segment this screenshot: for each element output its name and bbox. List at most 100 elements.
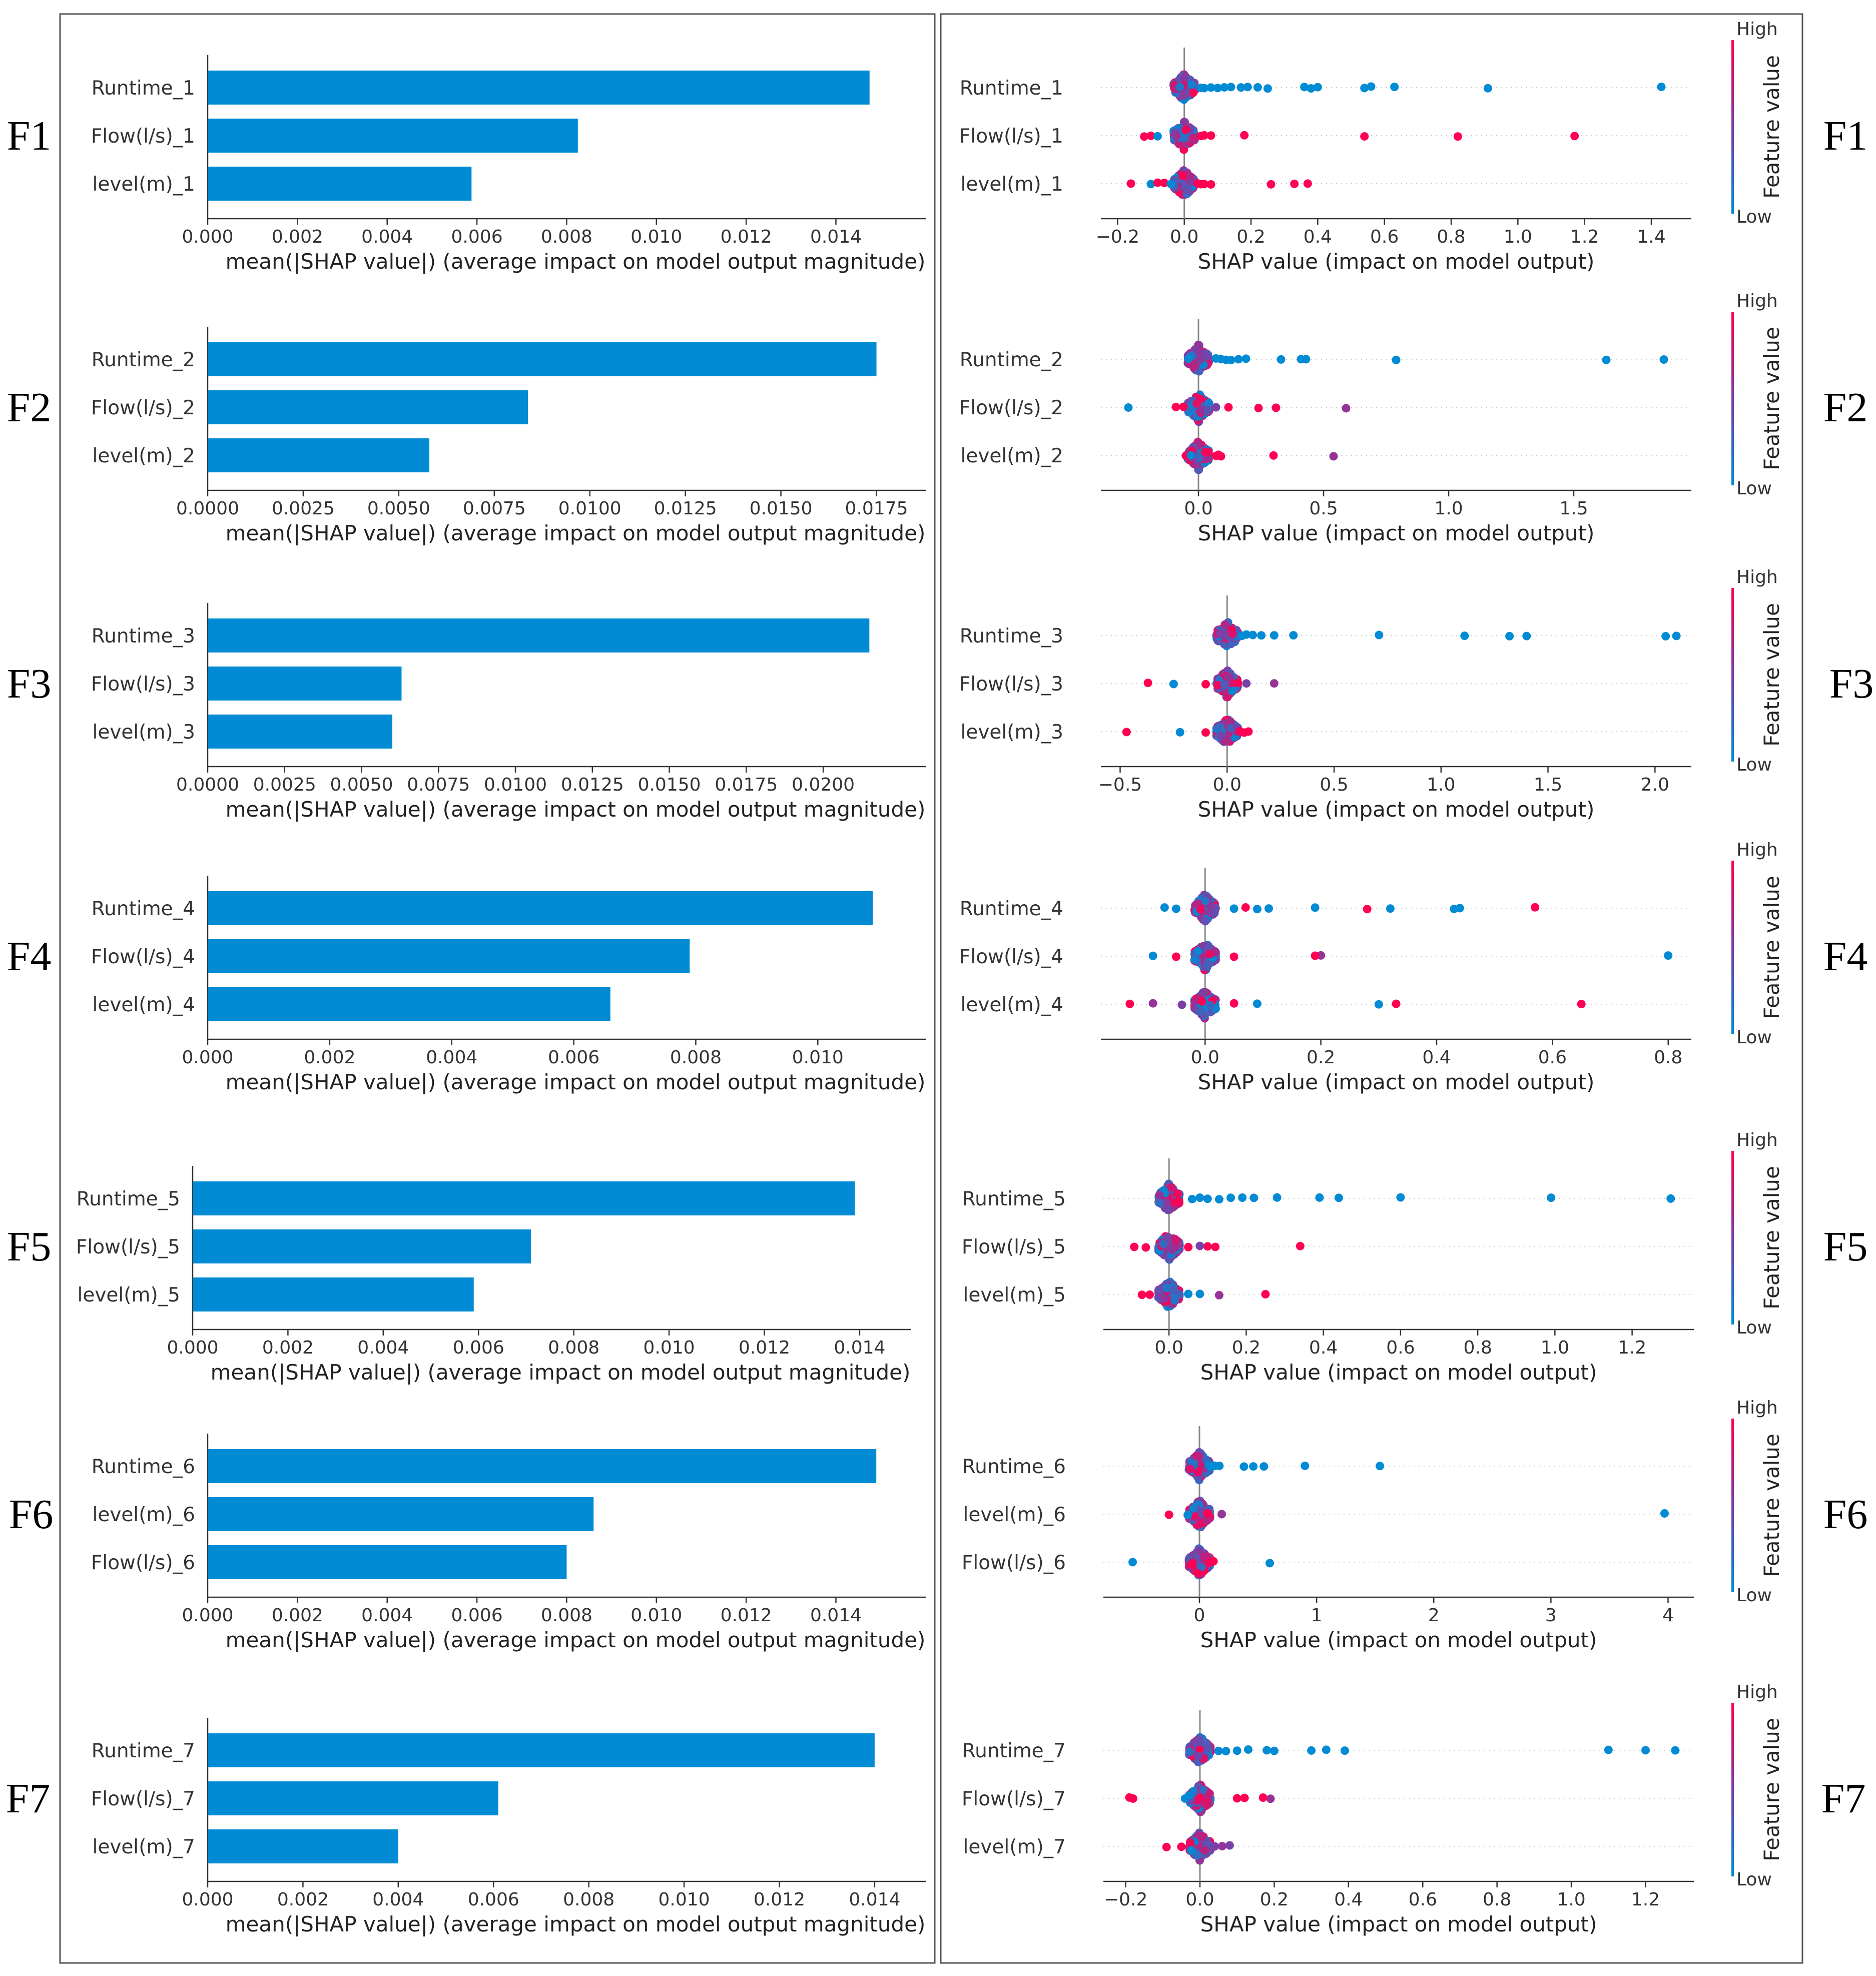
shap-cluster-dot bbox=[1223, 673, 1232, 682]
shap-point bbox=[1363, 905, 1372, 914]
panel-tag-right-F6: F6 bbox=[1823, 1491, 1868, 1538]
shap-cluster-dot bbox=[1193, 947, 1202, 956]
shap-point bbox=[1204, 1461, 1213, 1470]
shap-label-Runtime_6: Runtime_6 bbox=[962, 1456, 1066, 1478]
shap-point bbox=[1240, 1793, 1249, 1802]
shap-point bbox=[1249, 1462, 1258, 1471]
bar-x-tick-label: 0.006 bbox=[453, 1338, 504, 1358]
bar-x-tick-label: 0.014 bbox=[834, 1338, 885, 1358]
shap-cluster-dot bbox=[1204, 959, 1213, 968]
shap-x-axis-title: SHAP value (impact on model output) bbox=[1198, 1070, 1595, 1094]
shap-point bbox=[1140, 132, 1149, 141]
shap-cluster-dot bbox=[1192, 399, 1201, 408]
shap-point bbox=[1315, 1193, 1324, 1202]
shap-point bbox=[1177, 1842, 1186, 1851]
shap-point bbox=[1334, 1193, 1343, 1202]
bar-Flow(l/s)_5 bbox=[193, 1229, 531, 1263]
shap-cluster-dot bbox=[1193, 1468, 1202, 1477]
shap-point bbox=[1460, 631, 1469, 640]
shap-point bbox=[1229, 904, 1238, 913]
shap-point bbox=[1232, 1794, 1241, 1803]
shap-point bbox=[1272, 403, 1281, 412]
bar-level(m)_2 bbox=[208, 438, 429, 472]
bar-level(m)_4 bbox=[208, 987, 610, 1021]
bar-x-axis-title: mean(|SHAP value|) (average impact on mo… bbox=[226, 1912, 926, 1936]
bar-x-tick-label: 0.0025 bbox=[253, 775, 316, 795]
shap-cluster-dot bbox=[1189, 1504, 1198, 1513]
bar-x-tick-label: 0.0000 bbox=[176, 498, 239, 519]
bar-x-tick-label: 0.004 bbox=[361, 1605, 413, 1626]
shap-label-Flow(l/s)_3: Flow(l/s)_3 bbox=[959, 673, 1063, 696]
bar-x-tick-label: 0.010 bbox=[644, 1338, 695, 1358]
bar-x-tick-label: 0.0000 bbox=[176, 775, 239, 795]
shap-x-tick-label: 0.2 bbox=[1236, 227, 1265, 247]
shap-point bbox=[1164, 1510, 1173, 1519]
bar-x-tick-label: 0.0175 bbox=[715, 775, 778, 795]
bar-label-Runtime_4: Runtime_4 bbox=[92, 898, 195, 920]
shap-cluster-dot bbox=[1190, 955, 1199, 964]
shap-point bbox=[1301, 1461, 1310, 1470]
shap-label-Runtime_1: Runtime_1 bbox=[960, 77, 1063, 100]
shap-point bbox=[1396, 1193, 1405, 1202]
shap-point bbox=[1146, 180, 1155, 189]
bar-Flow(l/s)_6 bbox=[208, 1545, 567, 1579]
shap-x-tick-label: −0.2 bbox=[1096, 227, 1139, 247]
shap-cluster-dot bbox=[1215, 629, 1224, 638]
shap-point bbox=[1217, 1842, 1226, 1851]
bar-x-tick-label: 0.012 bbox=[754, 1889, 805, 1910]
shap-point bbox=[1229, 952, 1238, 961]
shap-point bbox=[1186, 451, 1195, 460]
shap-cluster-dot bbox=[1200, 1846, 1209, 1855]
shap-label-Runtime_4: Runtime_4 bbox=[960, 898, 1063, 920]
colorbar-title: Feature value bbox=[1759, 1166, 1784, 1309]
shap-x-tick-label: 0.6 bbox=[1386, 1338, 1415, 1358]
shap-cluster-dot bbox=[1187, 1846, 1196, 1855]
shap-cluster-dot bbox=[1154, 1286, 1163, 1295]
shap-x-tick-label: 1.5 bbox=[1559, 498, 1588, 519]
colorbar-title: Feature value bbox=[1759, 55, 1784, 199]
shap-label-Runtime_5: Runtime_5 bbox=[962, 1188, 1066, 1210]
shap-point bbox=[1604, 1745, 1613, 1754]
shap-cluster-dot bbox=[1187, 80, 1196, 89]
bar-x-tick-label: 0.000 bbox=[182, 1605, 233, 1626]
shap-cluster-dot bbox=[1159, 1239, 1168, 1248]
colorbar-title: Feature value bbox=[1759, 603, 1784, 747]
bar-x-tick-label: 0.0175 bbox=[845, 498, 908, 519]
bar-x-tick-label: 0.014 bbox=[849, 1889, 900, 1910]
bar-x-tick-label: 0.006 bbox=[451, 227, 503, 247]
shap-cluster-dot bbox=[1200, 448, 1209, 457]
shap-x-tick-label: 0.8 bbox=[1483, 1889, 1511, 1910]
bar-x-tick-label: 0.0050 bbox=[367, 498, 430, 519]
shap-x-tick-label: 0.6 bbox=[1409, 1889, 1437, 1910]
bar-label-Flow(l/s)_5: Flow(l/s)_5 bbox=[76, 1236, 180, 1258]
shap-x-tick-label: 0.4 bbox=[1309, 1338, 1338, 1358]
shap-point bbox=[1307, 84, 1316, 93]
bar-Flow(l/s)_2 bbox=[208, 390, 528, 424]
shap-x-tick-label: 1.0 bbox=[1427, 775, 1455, 795]
shap-x-tick-label: −0.5 bbox=[1098, 775, 1142, 795]
bar-x-tick-label: 0.004 bbox=[372, 1889, 424, 1910]
bar-Runtime_4 bbox=[208, 891, 873, 925]
colorbar-title: Feature value bbox=[1759, 1718, 1784, 1861]
shap-point bbox=[1270, 679, 1279, 688]
shap-x-tick-label: 0.5 bbox=[1320, 775, 1348, 795]
bar-label-Runtime_6: Runtime_6 bbox=[92, 1456, 195, 1478]
shap-cluster-dot bbox=[1179, 73, 1188, 82]
shap-point bbox=[1188, 1559, 1197, 1568]
shap-point bbox=[1453, 132, 1462, 141]
bar-x-tick-label: 0.002 bbox=[277, 1889, 329, 1910]
shap-point bbox=[1248, 630, 1258, 639]
shap-cluster-dot bbox=[1194, 340, 1203, 349]
shap-point bbox=[1265, 1559, 1274, 1568]
colorbar-title: Feature value bbox=[1759, 876, 1784, 1019]
shap-point bbox=[1360, 84, 1369, 93]
shap-cluster-dot bbox=[1228, 629, 1237, 638]
bar-x-axis-title: mean(|SHAP value|) (average impact on mo… bbox=[226, 1070, 926, 1094]
shap-point bbox=[1254, 403, 1263, 412]
shap-x-tick-label: 0.0 bbox=[1185, 1889, 1214, 1910]
shap-point bbox=[1386, 904, 1395, 913]
colorbar bbox=[1731, 588, 1734, 762]
shap-cluster-dot bbox=[1154, 1198, 1163, 1207]
colorbar-title: Feature value bbox=[1759, 1434, 1784, 1577]
